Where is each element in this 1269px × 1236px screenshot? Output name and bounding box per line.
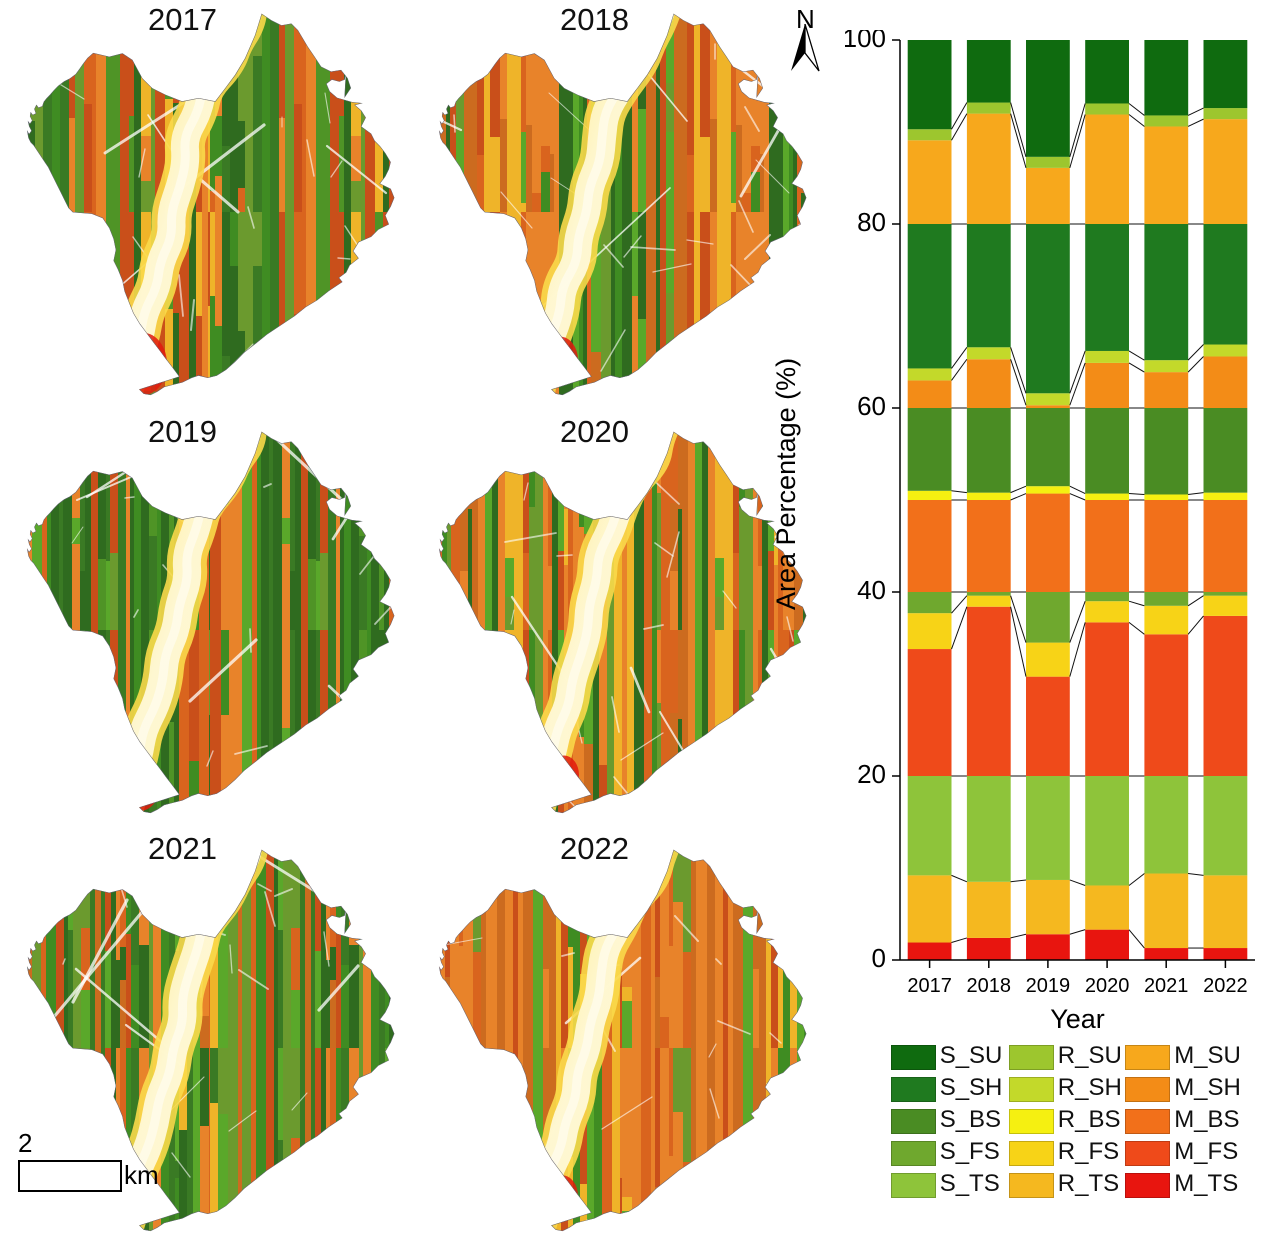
svg-text:Year: Year: [1050, 1004, 1105, 1034]
svg-text:20: 20: [857, 759, 886, 789]
svg-text:2017: 2017: [907, 975, 952, 997]
svg-text:2020: 2020: [1085, 975, 1130, 997]
svg-text:40: 40: [857, 575, 886, 605]
svg-text:2019: 2019: [1026, 975, 1071, 997]
svg-text:80: 80: [857, 207, 886, 237]
svg-text:60: 60: [857, 391, 886, 421]
svg-text:100: 100: [845, 30, 886, 53]
svg-text:2022: 2022: [1203, 975, 1248, 997]
svg-text:0: 0: [872, 943, 886, 973]
svg-text:2021: 2021: [1144, 975, 1189, 997]
svg-text:2018: 2018: [967, 975, 1012, 997]
